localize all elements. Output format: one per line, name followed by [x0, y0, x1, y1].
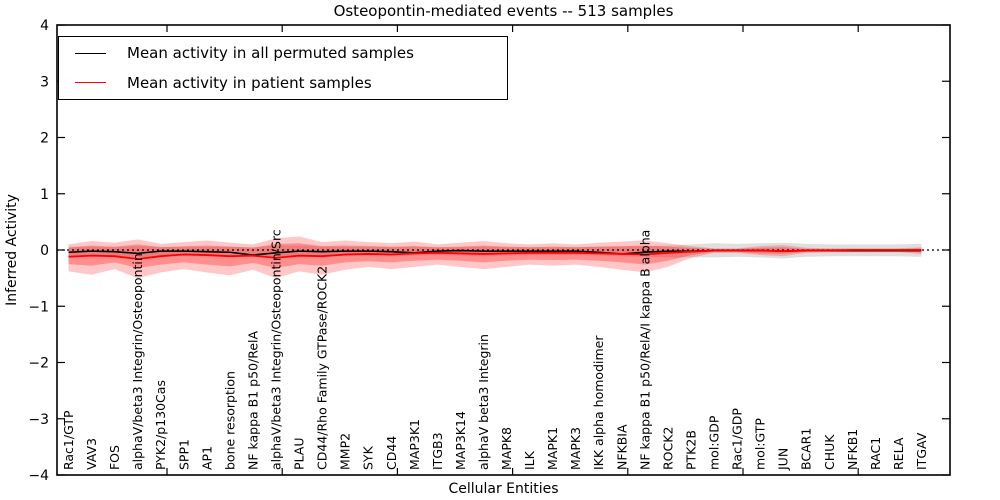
y-tick-label: −3	[28, 412, 49, 428]
legend-label-permuted: Mean activity in all permuted samples	[127, 44, 414, 63]
x-tick-label: ILK	[522, 450, 537, 470]
y-tick-label: 0	[40, 243, 49, 259]
x-tick-label: NFKB1	[845, 429, 860, 470]
x-tick-label: MMP2	[338, 433, 353, 470]
x-tick-label: MAP3K14	[453, 411, 468, 470]
y-tick-label: 2	[40, 131, 49, 147]
x-tick-label: alphaV beta3 Integrin	[476, 334, 491, 470]
y-tick-label: 4	[40, 18, 49, 34]
x-tick-label: AP1	[199, 446, 214, 470]
x-axis-label: Cellular Entities	[448, 481, 559, 497]
legend-item-permuted: Mean activity in all permuted samples	[59, 40, 507, 66]
y-tick-label: −1	[28, 299, 49, 315]
y-axis-label: Inferred Activity	[4, 194, 20, 306]
x-tick-label: NF kappa B1 p50/RelA	[245, 330, 260, 470]
plot-border	[56, 24, 951, 476]
x-tick-label: BCAR1	[799, 428, 814, 470]
x-tick-label: PTK2B	[683, 430, 698, 470]
x-tick-label: MAPK3	[568, 427, 583, 470]
x-tick-label: NF kappa B1 p50/RelA/I kappa B alpha	[637, 230, 652, 470]
x-tick-label: PLAU	[292, 438, 307, 471]
y-tick-label: −2	[28, 356, 49, 372]
x-tick-label: RELA	[891, 437, 906, 470]
x-tick-label: ITGAV	[914, 432, 929, 470]
chart-title: Osteopontin-mediated events -- 513 sampl…	[333, 2, 674, 20]
x-tick-label: FOS	[107, 445, 122, 470]
x-tick-label: MAP3K1	[407, 419, 422, 470]
x-tick-label: NFKBIA	[614, 424, 629, 470]
x-tick-label: MAPK1	[545, 427, 560, 470]
x-tick-label: CD44	[384, 436, 399, 470]
x-tick-label: mol:GDP	[707, 415, 722, 470]
permuted-line-swatch	[75, 52, 106, 54]
x-tick-label: ITGB3	[430, 432, 445, 470]
x-tick-label: ROCK2	[660, 427, 675, 470]
patient-line-swatch	[75, 82, 106, 84]
x-tick-label: MAPK8	[499, 427, 514, 470]
x-tick-label: CD44/Rho Family GTPase/ROCK2	[315, 266, 330, 470]
legend-item-patient: Mean activity in patient samples	[59, 70, 507, 96]
legend-label-patient: Mean activity in patient samples	[127, 73, 372, 92]
x-tick-label: SYK	[361, 445, 376, 470]
x-tick-label: RAC1	[868, 437, 883, 470]
y-tick-label: −4	[28, 468, 49, 484]
x-tick-label: Rac1/GDP	[730, 408, 745, 470]
band-patient-range-outer	[68, 236, 922, 279]
x-tick-label: Rac1/GTP	[61, 410, 76, 470]
x-tick-label: SPP1	[176, 439, 191, 470]
x-tick-label: CHUK	[822, 434, 837, 470]
x-tick-label: alphaV/beta3 Integrin/Osteopontin/Src	[269, 229, 284, 470]
x-tick-label: JUN	[776, 448, 791, 471]
legend: Mean activity in all permuted samples Me…	[58, 36, 508, 100]
x-tick-label: mol:GTP	[753, 418, 768, 470]
x-tick-label: PYK2/p130Cas	[153, 380, 168, 470]
y-tick-label: 3	[40, 74, 49, 90]
x-tick-label: bone resorption	[222, 371, 237, 470]
x-tick-label: IKK alpha homodimer	[591, 335, 606, 470]
x-tick-label: alphaV/beta3 Integrin/Osteopontin	[130, 253, 145, 470]
y-tick-label: 1	[40, 187, 49, 203]
x-tick-label: VAV3	[84, 438, 99, 470]
patient-mean-line	[68, 249, 922, 260]
